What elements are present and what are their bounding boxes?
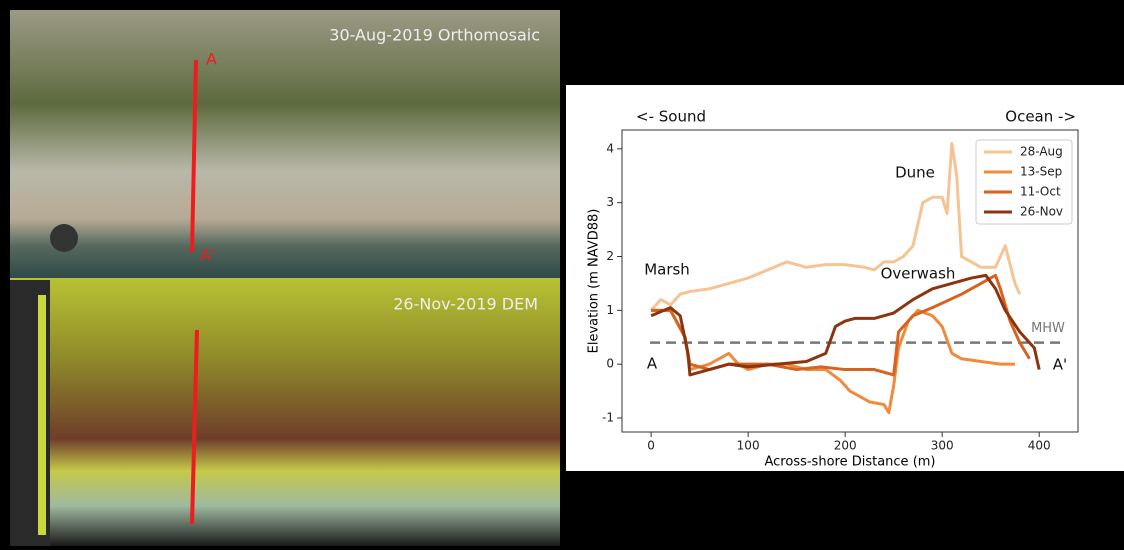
image-title: 30-Aug-2019 Orthomosaic	[329, 26, 540, 45]
y-tick-label: 4	[606, 141, 614, 155]
x-tick-label: 300	[931, 439, 954, 453]
marker-label: A	[206, 50, 217, 69]
legend-label: 13-Sep	[1020, 165, 1062, 179]
annotation: Marsh	[644, 261, 690, 279]
page: {"images": {"top_label": "30-Aug-2019 Or…	[0, 0, 1124, 550]
annotation: Overwash	[881, 265, 956, 283]
annotation: Ocean ->	[1005, 108, 1076, 126]
x-tick-label: 200	[834, 439, 857, 453]
north-arrow	[50, 224, 78, 252]
y-tick-label: 2	[606, 249, 614, 263]
y-tick-label: -1	[602, 411, 614, 425]
y-tick-label: 1	[606, 303, 614, 317]
annotation: Dune	[895, 164, 935, 182]
annotation: A	[647, 355, 658, 373]
x-tick-label: 0	[647, 439, 655, 453]
dem-colorbar	[38, 295, 46, 535]
y-tick-label: 0	[606, 357, 614, 371]
legend-label: 11-Oct	[1020, 185, 1061, 199]
dem-image	[10, 278, 560, 546]
legend-label: 26-Nov	[1020, 205, 1063, 219]
y-axis-label: Elevation (m NAVD88)	[587, 209, 602, 354]
annotation: <- Sound	[636, 108, 706, 126]
x-tick-label: 400	[1028, 439, 1051, 453]
image-title: 26-Nov-2019 DEM	[393, 295, 538, 314]
marker-label: A'	[200, 246, 215, 265]
x-tick-label: 100	[737, 439, 760, 453]
legend-label: 28-Aug	[1020, 145, 1063, 159]
reference-label: MHW	[1031, 321, 1065, 336]
orthomosaic-image	[10, 10, 560, 278]
annotation: A'	[1053, 356, 1067, 374]
y-tick-label: 3	[606, 195, 614, 209]
figure: 30-Aug-2019 Orthomosaic 26-Nov-2019 DEM …	[0, 0, 1124, 546]
x-axis-label: Across-shore Distance (m)	[765, 455, 936, 470]
